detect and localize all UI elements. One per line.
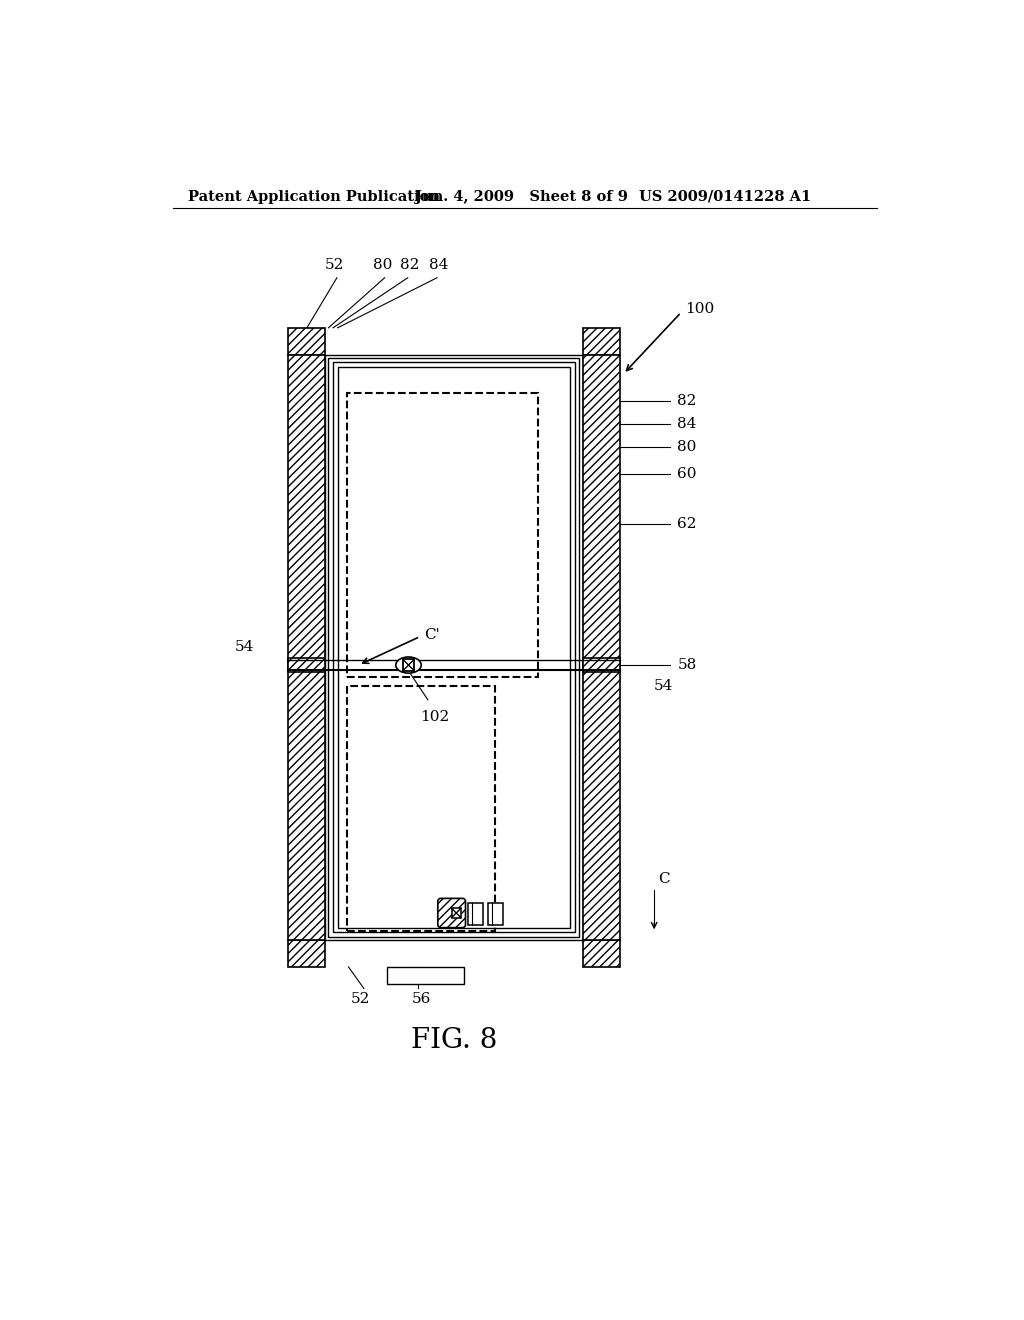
Text: 84: 84 [677,417,696,432]
FancyBboxPatch shape [438,899,466,928]
Bar [347,393,538,677]
Text: 102: 102 [420,710,450,723]
Text: Jun. 4, 2009   Sheet 8 of 9: Jun. 4, 2009 Sheet 8 of 9 [416,190,629,203]
Text: 52: 52 [350,993,370,1006]
Text: 54: 54 [234,640,254,655]
Bar [289,355,326,940]
Text: Patent Application Publication: Patent Application Publication [188,190,440,203]
Bar [583,940,620,966]
Bar [468,903,483,924]
Bar [583,355,620,940]
Text: 80: 80 [374,257,393,272]
Text: 80: 80 [677,440,696,454]
Bar [387,966,464,983]
Bar [347,686,495,931]
Bar [333,363,574,932]
Bar [583,659,620,672]
Bar [583,327,620,355]
Text: C: C [658,873,670,886]
Text: US 2009/0141228 A1: US 2009/0141228 A1 [639,190,811,203]
Bar [487,903,503,924]
Bar [289,940,326,966]
Bar [452,908,461,917]
Text: C': C' [424,628,439,642]
Bar [329,358,580,937]
Text: 100: 100 [685,301,714,315]
Bar [338,367,570,928]
Text: 62: 62 [677,517,696,531]
Text: 82: 82 [399,257,419,272]
Text: 60: 60 [677,467,696,480]
Text: FIG. 8: FIG. 8 [411,1027,497,1053]
Bar [326,355,583,940]
Text: 84: 84 [429,257,449,272]
Text: 58: 58 [677,659,696,672]
Text: 52: 52 [325,257,344,272]
Text: 56: 56 [412,993,431,1006]
Bar [289,659,326,672]
Ellipse shape [396,657,421,673]
Text: 82: 82 [677,393,696,408]
Bar [289,327,326,355]
Bar [402,659,415,671]
Text: 54: 54 [654,678,674,693]
